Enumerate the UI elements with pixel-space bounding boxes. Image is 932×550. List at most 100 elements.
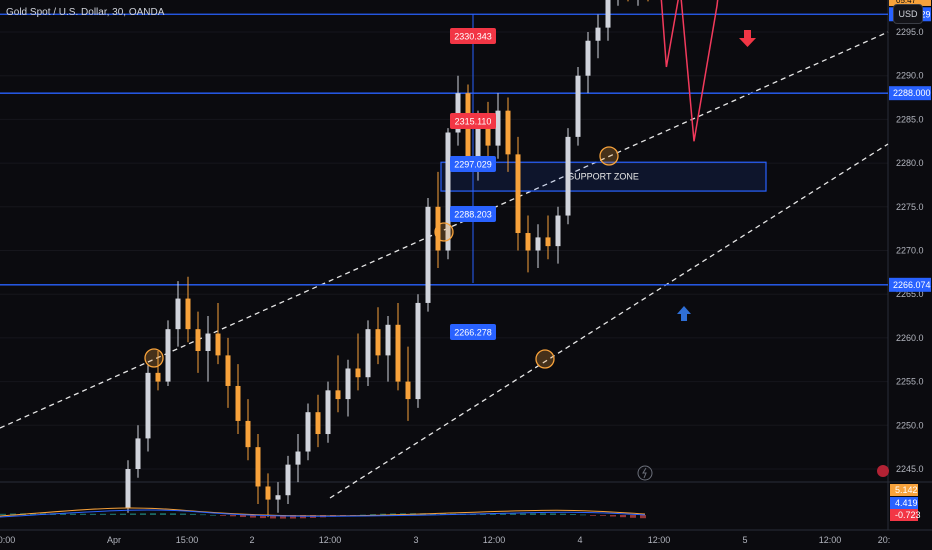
candle-body [135, 438, 141, 469]
x-tick-label: 12:00 [819, 535, 842, 545]
candle-body [425, 206, 431, 303]
indicator-bar [640, 515, 646, 519]
indicator-bar [560, 513, 566, 515]
y-tick-label: 2280.0 [896, 158, 924, 168]
indicator-bar [160, 513, 166, 515]
floating-label-box [450, 324, 496, 340]
candle-body [275, 495, 281, 500]
x-tick-label: 20: [878, 535, 891, 545]
floating-label-box [450, 156, 496, 172]
candle-body [395, 324, 401, 382]
indicator-bar [10, 513, 16, 515]
candle-body [565, 136, 571, 216]
floating-label: 2288.203 [454, 210, 492, 220]
x-tick-label: 12:00 [319, 535, 342, 545]
candle-body [165, 329, 171, 382]
candle-body [305, 412, 311, 452]
indicator-bar [130, 513, 136, 515]
candle-body [355, 368, 361, 378]
indicator-bar [430, 513, 436, 515]
candle-body [375, 329, 381, 356]
x-tick-label: 15:00 [176, 535, 199, 545]
x-tick-label: 5 [742, 535, 747, 545]
indicator-bar [280, 515, 286, 519]
indicator-bar [540, 513, 546, 515]
indicator-value-box [890, 509, 918, 521]
indicator-bar [610, 515, 616, 517]
candle-body [505, 110, 511, 155]
y-tick-label: 2285.0 [896, 114, 924, 124]
candle-body [185, 298, 191, 330]
touch-circle [535, 349, 555, 369]
indicator-value-box [890, 484, 918, 496]
candle-body [235, 385, 241, 421]
floating-label: 2315.110 [455, 117, 492, 127]
candle-body [195, 329, 201, 352]
candle-body [525, 233, 531, 251]
candle-body [495, 110, 501, 146]
x-tick-label: 12:00 [648, 535, 671, 545]
floating-label: 2297.029 [454, 160, 492, 170]
y-tick-label: 2275.0 [896, 202, 924, 212]
chart-title: Gold Spot / U.S. Dollar, 30, OANDA [6, 7, 165, 18]
indicator-bar [290, 515, 296, 519]
candle-body [315, 412, 321, 435]
candle-body [295, 451, 301, 465]
x-tick-label: 20:00 [0, 535, 15, 545]
indicator-bar [390, 513, 396, 515]
candle-body [385, 324, 391, 356]
indicator-bar [100, 513, 106, 515]
indicator-bar [580, 514, 586, 516]
y-tick-label: 2295.0 [896, 27, 924, 37]
indicator-bar [380, 513, 386, 515]
candle-body [535, 237, 541, 251]
indicator-bar [220, 515, 226, 516]
x-tick-label: 12:00 [483, 535, 506, 545]
floating-label: 2330.343 [454, 32, 492, 42]
support-2-badge [889, 86, 931, 101]
indicator-bar [60, 513, 66, 515]
indicator-bar [260, 515, 266, 519]
candle-body [555, 215, 561, 247]
candle-body [145, 372, 151, 439]
indicator-bar [210, 514, 216, 516]
indicator-bar [530, 513, 536, 515]
indicator-value-box [890, 497, 918, 509]
indicator-bar [520, 513, 526, 515]
support-3-badge-label: 2266.074 [893, 280, 931, 290]
candle-body [155, 372, 161, 382]
indicator-bar [230, 515, 236, 517]
indicator-bar [150, 513, 156, 515]
indicator-bar [510, 513, 516, 515]
indicator-bar [190, 513, 196, 515]
support-zone-label: SUPPORT ZONE [568, 172, 639, 182]
upper-trend-line [0, 31, 889, 429]
current-price-badge [889, 0, 931, 6]
candle-body [255, 447, 261, 487]
candle-body [345, 368, 351, 400]
y-tick-label: 2290.0 [896, 71, 924, 81]
indicator-bar [620, 515, 626, 518]
indicator-bar [110, 513, 116, 515]
indicator-bar [200, 514, 206, 516]
indicator-bar [140, 513, 146, 515]
indicator-bar [570, 513, 576, 515]
candle-body [125, 469, 131, 509]
indicator-bar [550, 513, 556, 515]
support-2-badge-label: 2288.000 [893, 88, 931, 98]
candle-body [285, 464, 291, 496]
us-flag-icon [877, 465, 889, 477]
y-tick-label: 2245.0 [896, 464, 924, 474]
candle-body [265, 486, 271, 500]
candle-body [215, 333, 221, 356]
candle-body [205, 333, 211, 352]
floating-label-box [450, 206, 496, 222]
currency-button[interactable]: USD [893, 4, 923, 24]
touch-circle [599, 146, 619, 166]
touch-circle [434, 222, 454, 242]
candle-body [455, 93, 461, 133]
candle-body [335, 390, 341, 400]
lightning-icon [637, 465, 653, 481]
x-tick-label: 2 [249, 535, 254, 545]
